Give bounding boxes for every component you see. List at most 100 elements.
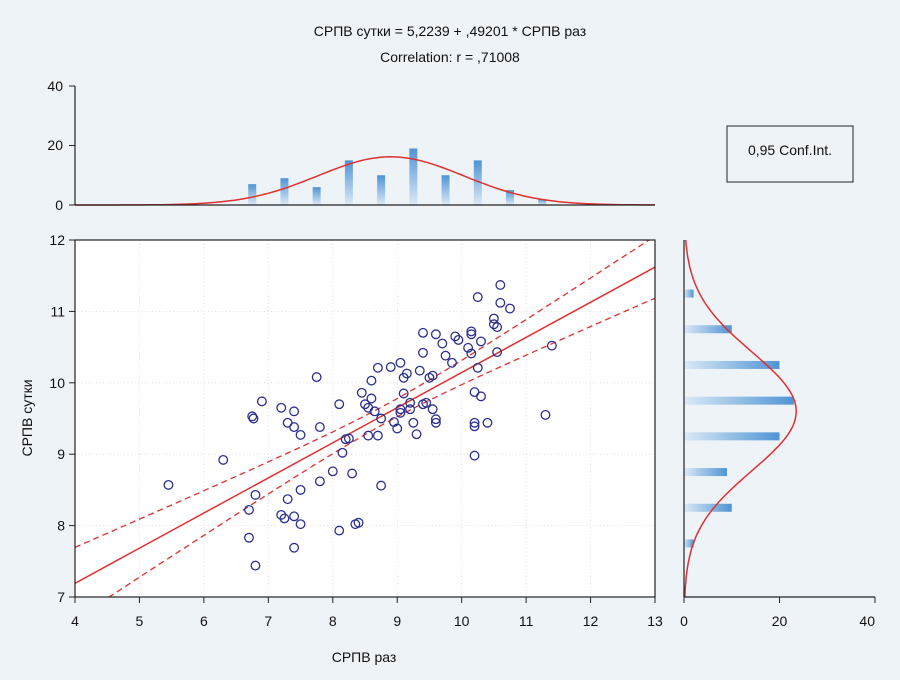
data-point xyxy=(405,397,416,408)
data-point xyxy=(289,422,300,433)
data-point xyxy=(495,280,506,290)
data-point xyxy=(466,348,477,359)
data-point xyxy=(463,342,474,353)
right-histogram-tick-label: 0 xyxy=(680,613,688,629)
y-axis-ticks: 7 8 9 10 11 12 xyxy=(49,232,75,605)
data-point xyxy=(314,422,325,433)
data-point xyxy=(289,511,300,522)
data-point xyxy=(295,429,306,440)
data-point xyxy=(405,404,416,415)
x-tick-label: 5 xyxy=(136,613,144,629)
legend-label: 0,95 Conf.Int. xyxy=(748,142,832,158)
data-point xyxy=(492,322,503,333)
right-histogram: 0 20 40 xyxy=(680,239,876,629)
y-tick-label: 11 xyxy=(50,303,65,319)
data-point xyxy=(437,338,448,349)
x-tick-label: 4 xyxy=(71,613,79,629)
data-point xyxy=(353,517,364,528)
data-point xyxy=(546,340,557,351)
data-point xyxy=(430,329,441,340)
x-tick-label: 13 xyxy=(647,613,663,629)
top-histogram-bar xyxy=(312,187,321,205)
data-point xyxy=(418,347,428,358)
right-histogram-bar xyxy=(684,289,694,298)
data-point xyxy=(250,489,261,500)
top-histogram-bar xyxy=(409,148,418,205)
grid-lines xyxy=(75,240,655,597)
y-tick-label: 9 xyxy=(57,446,65,462)
x-tick-label: 10 xyxy=(454,613,470,629)
data-point xyxy=(363,430,374,441)
data-point xyxy=(472,362,483,373)
data-point xyxy=(418,327,428,338)
right-histogram-bar xyxy=(684,539,694,548)
confidence-band-lower xyxy=(107,297,655,597)
y-axis-label: СРПВ сутки xyxy=(19,379,35,456)
data-point xyxy=(401,368,412,379)
data-point xyxy=(469,417,480,428)
data-point xyxy=(430,414,441,425)
data-point xyxy=(337,447,348,458)
data-point xyxy=(447,357,457,368)
data-point xyxy=(163,479,174,490)
data-point xyxy=(372,362,383,373)
data-point xyxy=(289,542,300,553)
data-point xyxy=(314,476,325,487)
data-point xyxy=(247,411,258,422)
data-point xyxy=(395,404,406,415)
x-tick-label: 9 xyxy=(393,613,401,629)
data-point xyxy=(311,372,322,383)
right-histogram-bar xyxy=(684,503,732,512)
chart-subtitle: Correlation: r = ,71008 xyxy=(380,49,520,65)
data-point xyxy=(343,433,354,444)
legend: 0,95 Conf.Int. xyxy=(726,125,854,183)
plot-area xyxy=(75,240,655,597)
data-point xyxy=(411,429,422,440)
y-tick-label: 10 xyxy=(49,375,65,391)
right-histogram-tick-label: 40 xyxy=(859,613,875,629)
data-point xyxy=(472,292,483,303)
data-point xyxy=(250,560,261,571)
data-point xyxy=(440,350,451,361)
confidence-band-upper xyxy=(75,240,651,548)
top-histogram-tick-label: 40 xyxy=(47,78,63,94)
data-point xyxy=(427,370,438,381)
data-point xyxy=(327,466,338,477)
plot-frame xyxy=(74,239,656,598)
data-point xyxy=(482,417,493,428)
top-histogram-bar xyxy=(280,178,289,205)
right-histogram-bars xyxy=(684,289,794,548)
y-tick-label: 7 xyxy=(57,589,65,605)
right-histogram-bar xyxy=(684,396,794,405)
data-point xyxy=(421,397,432,408)
x-tick-label: 11 xyxy=(519,613,534,629)
data-point xyxy=(376,413,387,424)
top-histogram-bar xyxy=(248,184,257,205)
data-point xyxy=(505,303,515,314)
legend-box xyxy=(726,125,854,183)
x-axis-ticks: 4 5 6 7 8 9 10 11 12 13 xyxy=(71,597,663,629)
top-histogram-bars xyxy=(248,148,547,205)
data-point xyxy=(295,484,306,495)
x-tick-label: 7 xyxy=(264,613,272,629)
data-point xyxy=(276,402,287,413)
top-histogram-bar xyxy=(441,175,450,205)
data-point xyxy=(244,504,254,515)
right-histogram-tick-label: 20 xyxy=(772,613,788,629)
data-point xyxy=(334,525,345,536)
top-histogram-bar xyxy=(473,160,482,205)
data-point xyxy=(453,335,464,345)
data-point xyxy=(488,313,499,324)
top-histogram-bar xyxy=(377,175,386,205)
data-point xyxy=(356,387,367,398)
data-point xyxy=(218,454,229,465)
right-histogram-bar xyxy=(684,468,727,477)
data-point xyxy=(334,399,345,410)
top-histogram-tick-label: 0 xyxy=(55,197,63,213)
scatter-points xyxy=(163,280,557,571)
top-histogram-tick-label: 20 xyxy=(47,137,63,153)
top-histogram: 40 20 0 xyxy=(47,78,655,213)
y-tick-label: 8 xyxy=(57,518,65,534)
data-point xyxy=(430,417,441,428)
